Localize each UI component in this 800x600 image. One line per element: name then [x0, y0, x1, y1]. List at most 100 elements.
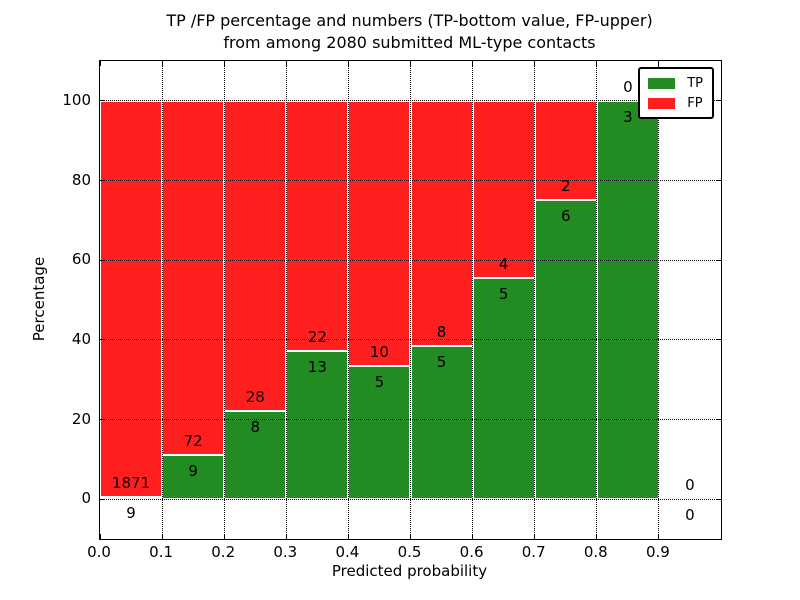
x-tick-mark	[99, 534, 101, 539]
x-tick-mark	[161, 534, 163, 539]
x-tick-label: 0.3	[273, 543, 298, 561]
gridline-vertical	[410, 61, 411, 539]
x-tick-mark-top	[161, 61, 163, 66]
x-tick-label: 0.5	[397, 543, 422, 561]
x-tick-label: 0.9	[645, 543, 670, 561]
bar-label-fp: 1871	[111, 474, 151, 493]
x-tick-mark	[472, 534, 474, 539]
bar-segment-fp	[534, 100, 597, 201]
bar-label-tp: 6	[560, 207, 571, 226]
y-tick-mark	[100, 419, 105, 420]
bar-segment-tp	[286, 351, 349, 500]
bar-segment-fp	[348, 100, 411, 367]
y-tick-mark-right	[716, 100, 721, 102]
y-tick-label: 80	[71, 170, 91, 189]
bar-segment-fp	[162, 100, 225, 455]
plot-area: TP FP 1871 9 72 9 28 8 22 13 10 5 8 5 4 5 2 6 0 3 0 0	[99, 60, 722, 540]
y-tick-mark	[100, 339, 105, 341]
bar-label-tp: 9	[126, 504, 136, 523]
bar-segment-tp	[162, 454, 225, 500]
y-tick-label: 100	[62, 90, 91, 109]
bar-label-tp: 5	[436, 352, 447, 371]
bar-segment-tp	[348, 366, 411, 500]
gridline-vertical	[534, 61, 536, 539]
gridline-vertical	[223, 61, 225, 539]
bar-segment-fp	[224, 100, 287, 411]
y-tick-mark	[100, 498, 105, 500]
x-tick-mark-top	[472, 61, 474, 66]
bar-label-fp: 4	[498, 254, 509, 273]
chart-title-line2: from among 2080 submitted ML-type contac…	[223, 33, 596, 52]
y-tick-mark	[100, 100, 105, 102]
x-tick-label: 0.2	[211, 543, 236, 561]
x-tick-label: 0.7	[521, 543, 546, 561]
bar-label-tp: 5	[374, 373, 385, 392]
x-tick-mark	[658, 534, 660, 539]
x-tick-label: 0.8	[583, 543, 608, 561]
bar-label-fp: 0	[623, 77, 633, 96]
y-axis-label: Percentage	[30, 256, 48, 342]
bar-segment-tp	[596, 100, 659, 500]
x-tick-mark	[347, 534, 349, 539]
bar-label-tp: 8	[250, 417, 261, 436]
bar-label-tp: 0	[685, 506, 695, 525]
bar-label-tp: 5	[498, 284, 509, 303]
legend-swatch-fp	[648, 97, 676, 109]
bar-segment-tp	[410, 345, 473, 500]
gridline-vertical	[347, 61, 349, 539]
bar-label-tp: 3	[623, 107, 633, 126]
gridline-vertical	[472, 61, 474, 539]
legend-entry-tp: TP	[648, 73, 703, 93]
y-tick-mark-right	[716, 498, 721, 500]
x-tick-label: 0.0	[87, 543, 111, 561]
x-tick-label: 0.4	[335, 543, 360, 561]
y-tick-mark-right	[716, 180, 721, 181]
bar-segment-tp	[534, 200, 597, 500]
legend-entry-fp: FP	[648, 93, 703, 113]
x-tick-mark-top	[99, 61, 101, 66]
bar-label-fp: 72	[183, 431, 203, 450]
y-tick-label: 0	[81, 489, 91, 508]
y-tick-mark	[100, 180, 105, 181]
y-tick-label: 60	[71, 250, 91, 269]
y-tick-mark-right	[716, 259, 721, 261]
bar-segment-fp	[100, 100, 163, 498]
bar-segment-tp	[224, 410, 287, 500]
legend-label-fp: FP	[687, 95, 703, 111]
gridline-vertical	[285, 61, 287, 539]
bar-label-fp: 0	[685, 476, 695, 495]
x-tick-label: 0.1	[149, 543, 174, 561]
x-tick-mark-top	[596, 61, 598, 66]
x-tick-mark	[223, 534, 225, 539]
x-tick-mark	[285, 534, 287, 539]
legend-swatch-tp	[648, 77, 676, 89]
bar-segment-tp	[472, 277, 535, 500]
gridline-vertical	[596, 61, 598, 539]
bar-segment-fp	[286, 100, 349, 352]
chart-title: TP /FP percentage and numbers (TP-bottom…	[99, 10, 720, 54]
gridline-vertical	[658, 61, 660, 539]
bar-label-tp: 9	[188, 461, 198, 480]
legend-box: TP FP	[638, 67, 714, 119]
x-tick-mark-top	[347, 61, 349, 66]
bar-label-fp: 28	[245, 387, 265, 406]
y-tick-label: 40	[71, 329, 91, 348]
bar-segment-fp	[472, 100, 535, 278]
x-tick-mark-top	[285, 61, 287, 66]
x-tick-mark-top	[534, 61, 536, 66]
y-tick-mark-right	[716, 419, 721, 420]
bar-label-tp: 13	[307, 358, 327, 377]
chart-title-line1: TP /FP percentage and numbers (TP-bottom…	[166, 11, 653, 30]
x-tick-mark	[534, 534, 536, 539]
x-tick-mark-top	[410, 61, 411, 66]
x-tick-mark-top	[658, 61, 660, 66]
bar-label-fp: 8	[436, 322, 447, 341]
x-axis-label: Predicted probability	[331, 562, 488, 580]
x-tick-label: 0.6	[459, 543, 484, 561]
bar-label-fp: 10	[369, 343, 389, 362]
bar-label-fp: 2	[560, 177, 571, 196]
x-tick-mark	[596, 534, 598, 539]
legend-label-tp: TP	[687, 75, 703, 91]
x-tick-mark-top	[223, 61, 225, 66]
